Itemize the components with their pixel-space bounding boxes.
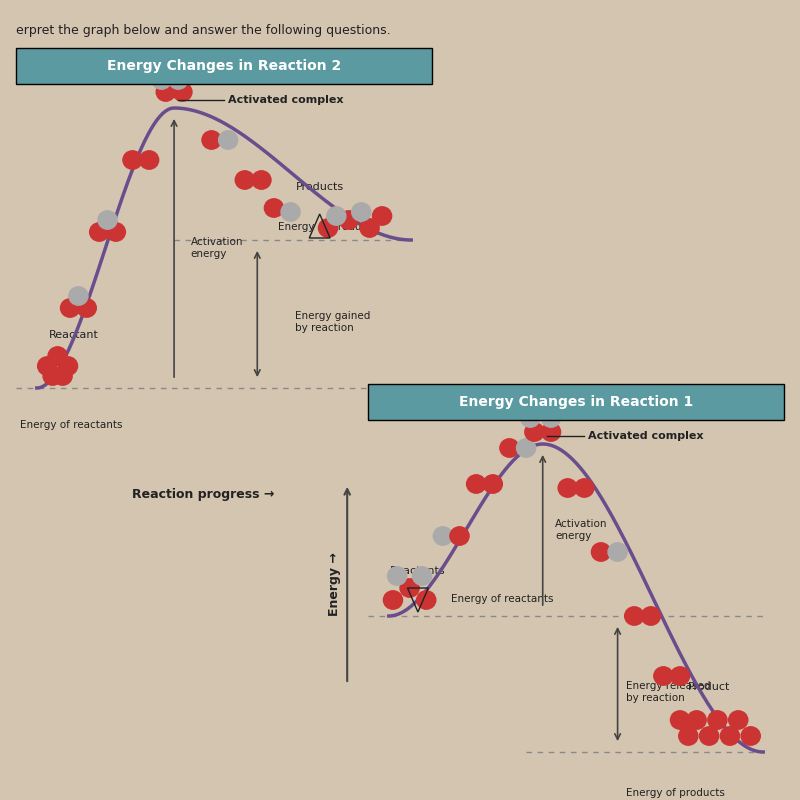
Circle shape	[654, 667, 673, 685]
Text: Reactants: Reactants	[390, 566, 446, 576]
Circle shape	[77, 298, 96, 317]
Circle shape	[591, 542, 610, 562]
Circle shape	[252, 170, 271, 190]
Circle shape	[417, 590, 436, 610]
Circle shape	[383, 590, 402, 610]
Text: Activated complex: Activated complex	[228, 95, 344, 105]
Circle shape	[139, 150, 158, 170]
Circle shape	[542, 422, 561, 442]
Text: Energy of reactants: Energy of reactants	[451, 594, 554, 604]
Circle shape	[542, 409, 561, 427]
FancyBboxPatch shape	[368, 384, 784, 420]
Circle shape	[413, 566, 432, 586]
Circle shape	[326, 206, 346, 226]
Circle shape	[48, 347, 67, 365]
Circle shape	[558, 478, 578, 497]
Circle shape	[400, 579, 419, 597]
Circle shape	[173, 82, 192, 102]
Text: erpret the graph below and answer the following questions.: erpret the graph below and answer the fo…	[16, 24, 390, 37]
Circle shape	[53, 366, 72, 385]
Circle shape	[687, 710, 706, 730]
Text: Energy gained
by reaction: Energy gained by reaction	[294, 311, 370, 333]
Circle shape	[156, 82, 175, 102]
Text: Energy Changes in Reaction 1: Energy Changes in Reaction 1	[459, 395, 693, 409]
Circle shape	[98, 210, 117, 230]
Text: Reactant: Reactant	[50, 330, 99, 340]
Circle shape	[466, 475, 486, 493]
Circle shape	[218, 130, 238, 149]
Circle shape	[387, 566, 406, 586]
FancyBboxPatch shape	[16, 48, 432, 84]
Text: Activation
energy: Activation energy	[190, 238, 243, 258]
Text: Energy →: Energy →	[328, 552, 342, 616]
Text: Product: Product	[688, 682, 730, 692]
Text: Energy of products: Energy of products	[626, 788, 725, 798]
Circle shape	[106, 222, 126, 242]
Text: Energy released
by reaction: Energy released by reaction	[626, 682, 710, 702]
Text: Energy of products: Energy of products	[278, 222, 377, 232]
Circle shape	[360, 218, 379, 238]
Circle shape	[235, 170, 254, 190]
Circle shape	[625, 606, 644, 626]
Text: Energy of reactants: Energy of reactants	[20, 420, 122, 430]
Circle shape	[642, 606, 661, 626]
Circle shape	[58, 357, 78, 375]
Circle shape	[678, 726, 698, 746]
Circle shape	[281, 202, 300, 222]
Circle shape	[434, 527, 453, 546]
Circle shape	[741, 726, 760, 746]
Circle shape	[202, 130, 221, 149]
Text: Reaction progress →: Reaction progress →	[132, 488, 274, 501]
Text: Products: Products	[296, 182, 344, 192]
Circle shape	[729, 710, 748, 730]
Text: Energy Changes in Reaction 2: Energy Changes in Reaction 2	[107, 59, 341, 73]
Circle shape	[483, 475, 502, 493]
Circle shape	[500, 438, 519, 457]
Circle shape	[670, 667, 690, 685]
Circle shape	[169, 70, 188, 90]
Circle shape	[720, 726, 739, 746]
Circle shape	[318, 218, 338, 238]
Circle shape	[699, 726, 718, 746]
Circle shape	[574, 478, 594, 497]
Circle shape	[450, 527, 469, 546]
Circle shape	[608, 542, 627, 562]
Circle shape	[521, 409, 540, 427]
Text: Activation
energy: Activation energy	[555, 519, 608, 541]
Circle shape	[339, 210, 358, 230]
Circle shape	[61, 298, 80, 317]
Circle shape	[43, 366, 62, 385]
Circle shape	[90, 222, 109, 242]
Circle shape	[670, 710, 690, 730]
Circle shape	[525, 422, 544, 442]
Circle shape	[152, 70, 171, 90]
Circle shape	[517, 438, 536, 457]
Circle shape	[352, 202, 371, 222]
Circle shape	[708, 710, 727, 730]
Circle shape	[264, 198, 283, 218]
Circle shape	[373, 206, 392, 226]
Circle shape	[38, 357, 57, 375]
Circle shape	[69, 286, 88, 305]
Text: Activated complex: Activated complex	[589, 431, 704, 441]
Circle shape	[123, 150, 142, 170]
